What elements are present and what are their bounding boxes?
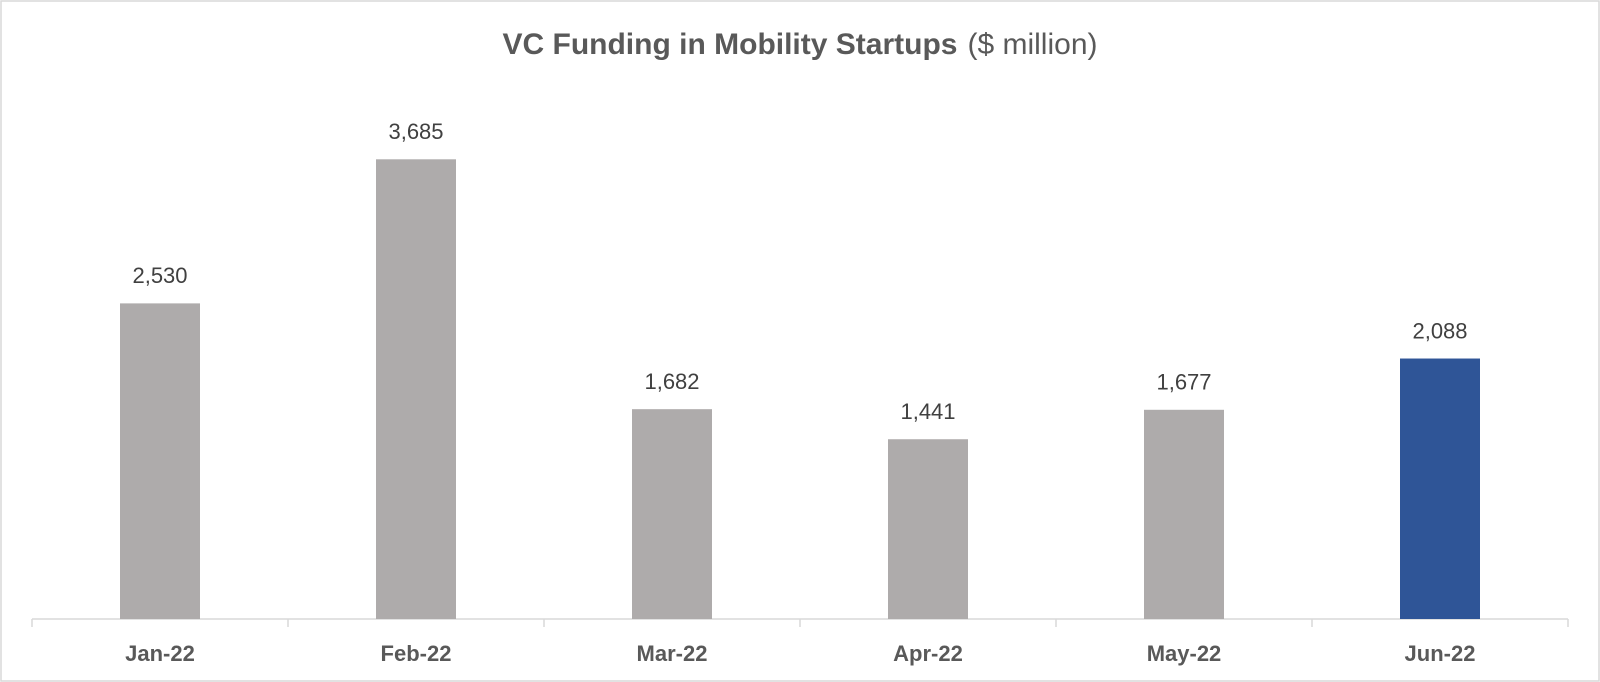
data-label: 3,685 <box>388 119 443 144</box>
data-label: 1,441 <box>900 399 955 424</box>
chart-units: ($ million) <box>967 28 1097 61</box>
x-tick-label: Apr-22 <box>893 641 963 666</box>
bar <box>888 439 968 619</box>
x-tick-label: Jan-22 <box>125 641 195 666</box>
x-tick-label: May-22 <box>1147 641 1222 666</box>
x-tick-label: Feb-22 <box>381 641 452 666</box>
bar <box>1144 409 1224 619</box>
chart-title-group: VC Funding in Mobility Startups ($ millio… <box>503 28 1098 61</box>
data-label: 2,088 <box>1412 318 1467 343</box>
bar <box>1400 358 1480 619</box>
chart-title: VC Funding in Mobility Startups <box>503 28 958 61</box>
data-label: 1,677 <box>1156 370 1211 395</box>
bar <box>376 159 456 619</box>
data-label: 2,530 <box>132 263 187 288</box>
x-tick-label: Mar-22 <box>637 641 708 666</box>
bar <box>632 409 712 619</box>
data-label: 1,682 <box>644 369 699 394</box>
x-tick-label: Jun-22 <box>1405 641 1476 666</box>
bar <box>120 303 200 619</box>
